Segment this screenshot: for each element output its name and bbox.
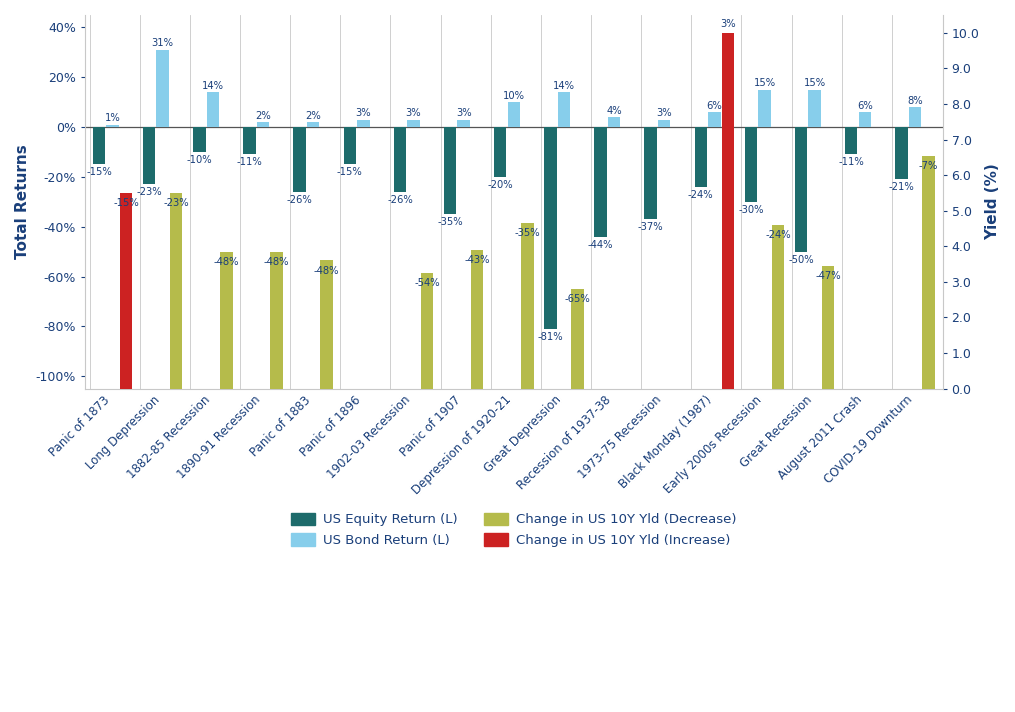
Bar	[508, 102, 520, 127]
Text: -26%: -26%	[286, 195, 313, 205]
Bar	[758, 90, 770, 127]
Text: 2%: 2%	[255, 110, 271, 120]
Bar	[421, 273, 433, 389]
Bar	[293, 127, 306, 192]
Text: -48%: -48%	[264, 257, 289, 267]
Text: 14%: 14%	[553, 80, 574, 90]
Bar	[343, 127, 356, 164]
Text: 3%: 3%	[355, 108, 371, 118]
Bar	[471, 250, 483, 389]
Bar	[658, 120, 671, 127]
Text: -50%: -50%	[789, 255, 814, 265]
Bar	[458, 120, 470, 127]
Text: 10%: 10%	[502, 90, 525, 100]
Bar	[908, 107, 922, 127]
Text: 14%: 14%	[202, 80, 224, 90]
Text: -54%: -54%	[414, 278, 439, 288]
Bar	[107, 125, 119, 127]
Bar	[808, 90, 821, 127]
Text: -24%: -24%	[688, 190, 714, 200]
Text: 31%: 31%	[151, 38, 174, 48]
Text: -65%: -65%	[564, 294, 591, 304]
Text: -23%: -23%	[136, 187, 162, 197]
Text: -20%: -20%	[487, 180, 513, 190]
Bar	[845, 127, 858, 155]
Text: -37%: -37%	[637, 222, 664, 232]
Bar	[645, 127, 657, 219]
Bar	[521, 223, 534, 389]
Bar	[244, 127, 256, 155]
Bar	[859, 112, 871, 127]
Bar	[571, 289, 584, 389]
Text: -35%: -35%	[437, 217, 463, 227]
Bar	[771, 225, 785, 389]
Text: 15%: 15%	[804, 78, 826, 88]
Text: -7%: -7%	[919, 161, 938, 171]
Bar	[708, 112, 721, 127]
Text: -15%: -15%	[337, 167, 362, 177]
Bar	[394, 127, 406, 192]
Text: 3%: 3%	[456, 108, 471, 118]
Bar	[257, 122, 269, 127]
Bar	[307, 122, 320, 127]
Text: -47%: -47%	[815, 271, 841, 281]
Text: -23%: -23%	[163, 198, 189, 208]
Bar	[357, 120, 369, 127]
Text: -15%: -15%	[114, 198, 139, 208]
Bar	[156, 50, 168, 127]
Bar	[795, 127, 807, 251]
Bar	[745, 127, 757, 201]
Text: -24%: -24%	[765, 230, 791, 240]
Bar	[595, 127, 607, 236]
Text: -81%: -81%	[538, 332, 563, 342]
Text: -10%: -10%	[187, 155, 212, 165]
Bar	[694, 127, 707, 187]
Text: 6%: 6%	[706, 100, 723, 110]
Text: 2%: 2%	[306, 110, 321, 120]
Bar	[207, 93, 219, 127]
Text: 3%: 3%	[720, 19, 736, 29]
Bar	[544, 127, 556, 329]
Legend: US Equity Return (L), US Bond Return (L), Change in US 10Y Yld (Decrease), Chang: US Equity Return (L), US Bond Return (L)…	[286, 507, 741, 552]
Y-axis label: Yield (%): Yield (%)	[985, 164, 1000, 240]
Text: 3%: 3%	[657, 108, 672, 118]
Bar	[407, 120, 419, 127]
Text: -35%: -35%	[515, 229, 540, 239]
Text: 15%: 15%	[753, 78, 775, 88]
Bar	[722, 33, 734, 389]
Text: -48%: -48%	[314, 266, 339, 276]
Bar	[270, 251, 283, 389]
Text: -48%: -48%	[213, 257, 240, 267]
Text: -21%: -21%	[888, 182, 915, 192]
Text: -15%: -15%	[86, 167, 112, 177]
Text: 3%: 3%	[406, 108, 421, 118]
Bar	[923, 155, 935, 389]
Bar	[92, 127, 106, 164]
Bar	[895, 127, 907, 179]
Text: -11%: -11%	[236, 157, 262, 167]
Text: -44%: -44%	[588, 240, 613, 250]
Bar	[321, 261, 333, 389]
Bar	[143, 127, 155, 184]
Bar	[120, 193, 132, 389]
Text: -11%: -11%	[838, 157, 864, 167]
Text: 4%: 4%	[606, 105, 622, 115]
Bar	[220, 251, 232, 389]
Text: -26%: -26%	[387, 195, 413, 205]
Bar	[608, 117, 620, 127]
Text: -30%: -30%	[738, 205, 763, 215]
Y-axis label: Total Returns: Total Returns	[15, 145, 30, 259]
Text: 8%: 8%	[907, 95, 923, 105]
Bar	[170, 193, 183, 389]
Bar	[444, 127, 457, 214]
Bar	[494, 127, 506, 177]
Text: 6%: 6%	[857, 100, 873, 110]
Bar	[557, 93, 570, 127]
Bar	[193, 127, 205, 152]
Text: 1%: 1%	[105, 113, 121, 123]
Text: -43%: -43%	[465, 255, 490, 265]
Bar	[822, 266, 834, 389]
